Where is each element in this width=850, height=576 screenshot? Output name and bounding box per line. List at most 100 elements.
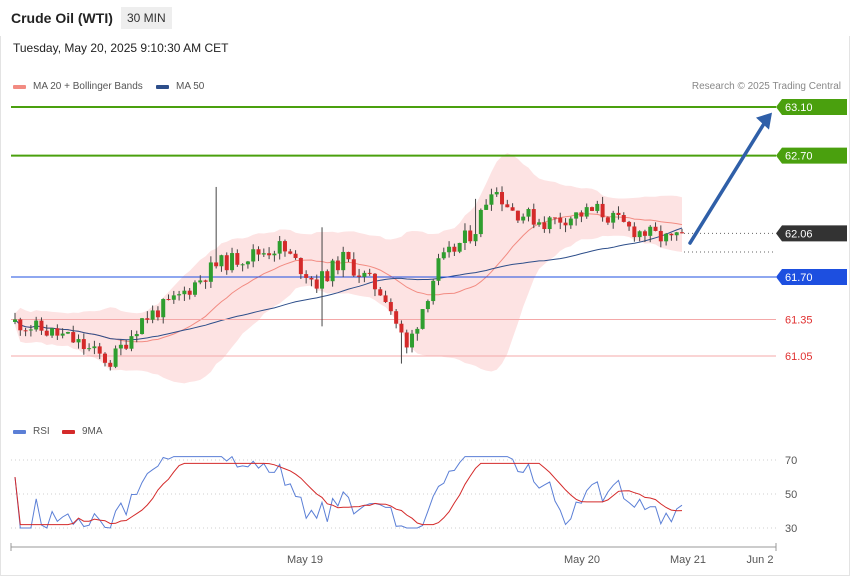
candle-body xyxy=(674,232,679,236)
candle-body xyxy=(621,215,626,222)
legend-swatch xyxy=(156,84,169,89)
candle-body xyxy=(177,294,182,296)
candle-body xyxy=(71,332,76,343)
candle-body xyxy=(161,299,166,318)
candle-body xyxy=(420,309,425,329)
level-tag-box xyxy=(776,99,847,115)
candle-body xyxy=(203,280,208,282)
level-label: 62.06 xyxy=(785,228,813,240)
legend-label: 9MA xyxy=(82,426,103,437)
candle-body xyxy=(574,212,579,219)
candle-body xyxy=(92,346,97,349)
candle-body xyxy=(134,334,139,337)
rsi-tick-label: 50 xyxy=(785,489,797,501)
time-axis-label: May 19 xyxy=(287,554,323,566)
candle-body xyxy=(447,246,452,253)
bollinger-band-fill xyxy=(15,153,682,384)
level-tag-box xyxy=(776,225,847,242)
candle-body xyxy=(282,241,287,252)
candle-body xyxy=(500,192,505,205)
candle-body xyxy=(140,318,145,335)
candle-body xyxy=(23,330,28,332)
time-axis-layer: May 19 May 20 May 21 Jun 2 xyxy=(10,543,777,566)
candle-body xyxy=(118,344,123,349)
legend-swatch xyxy=(13,429,26,434)
candle-body xyxy=(378,289,383,296)
candle-body xyxy=(515,210,520,221)
legend-ma50: MA 50 xyxy=(156,81,204,92)
timeframe-badge[interactable]: 30 MIN xyxy=(121,7,172,29)
rsi-tick-label: 70 xyxy=(785,455,797,467)
candle-body xyxy=(521,216,526,221)
level-tag-61-70: 61.70 xyxy=(776,269,847,286)
candle-body xyxy=(658,230,663,242)
candle-body xyxy=(425,301,430,310)
candle-body xyxy=(510,207,515,211)
projection-arrow-shaft xyxy=(688,121,766,245)
candle-body xyxy=(568,218,573,226)
legend-rsi: RSI xyxy=(13,426,50,437)
candle-body xyxy=(187,290,192,295)
candle-body xyxy=(489,194,494,205)
candle-body xyxy=(680,232,684,234)
chart-header: Crude Oil (WTI) 30 MIN xyxy=(0,0,850,36)
candle-body xyxy=(335,260,340,271)
candle-body xyxy=(124,344,129,349)
candle-body xyxy=(341,251,346,271)
candle-body xyxy=(600,203,605,218)
candle-body xyxy=(653,226,658,231)
candle-body xyxy=(648,226,653,236)
candle-body xyxy=(357,275,362,277)
candle-body xyxy=(388,302,393,312)
candle-body xyxy=(383,295,388,303)
candle-body xyxy=(595,203,600,211)
candle-body xyxy=(267,253,272,256)
candle-body xyxy=(288,251,293,254)
candle-body xyxy=(563,222,568,226)
candle-body xyxy=(256,249,261,255)
candle-body xyxy=(251,249,256,262)
chart-datetime: Tuesday, May 20, 2025 9:10:30 AM CET xyxy=(13,41,229,55)
candle-body xyxy=(34,320,39,330)
candle-body xyxy=(304,274,309,278)
candle-body xyxy=(457,242,462,252)
legend-label: MA 20 + Bollinger Bands xyxy=(33,81,143,92)
candle-body xyxy=(505,204,510,208)
candle-body xyxy=(192,282,197,295)
candle-body xyxy=(531,209,536,225)
candle-body xyxy=(664,233,669,242)
rsi-tick-label: 30 xyxy=(785,523,797,535)
legend-label: MA 50 xyxy=(176,81,205,92)
candle-body xyxy=(39,320,44,331)
candle-body xyxy=(325,271,330,282)
candle-body xyxy=(155,310,160,318)
candle-body xyxy=(462,230,467,243)
candle-body xyxy=(166,299,171,301)
level-tag-62-06: 62.06 xyxy=(776,225,847,242)
candle-body xyxy=(102,353,107,363)
candle-layer xyxy=(13,186,684,371)
candle-body xyxy=(436,258,441,281)
legend-swatch xyxy=(13,84,26,89)
candle-body xyxy=(298,257,303,275)
candle-body xyxy=(293,253,298,258)
rsi-line xyxy=(14,455,683,529)
level-label: 61.70 xyxy=(785,272,813,284)
candle-body xyxy=(309,277,314,280)
projection-arrow-layer xyxy=(688,112,772,245)
candle-body xyxy=(452,246,457,252)
level-tag-62-70: 62.70 xyxy=(776,147,847,164)
candle-body xyxy=(552,217,557,219)
candle-body xyxy=(351,259,356,276)
candle-body xyxy=(224,255,229,271)
candle-body xyxy=(214,262,219,267)
candle-body xyxy=(346,251,351,260)
level-label: 61.05 xyxy=(785,351,813,363)
candle-body xyxy=(261,253,266,255)
rsi-panel-layer: 70 50 30 xyxy=(11,455,797,535)
candle-body xyxy=(431,280,436,302)
bollinger-band-layer xyxy=(15,153,682,384)
candle-body xyxy=(399,323,404,333)
candle-body xyxy=(60,333,65,336)
